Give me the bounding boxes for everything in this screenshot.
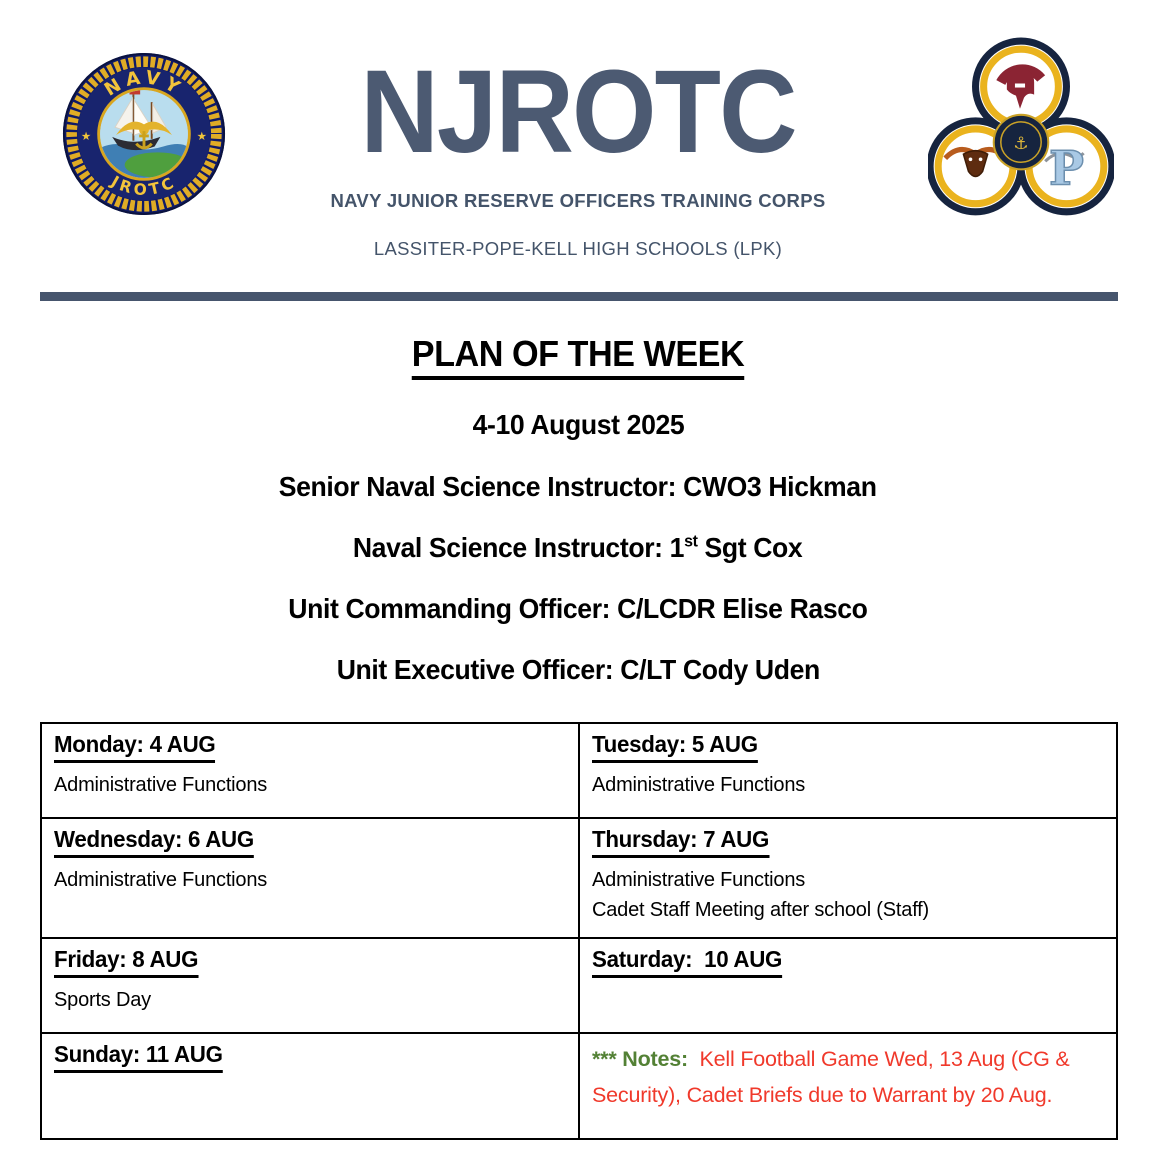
lassiter-circle xyxy=(972,37,1070,136)
staff-line-nsi: Naval Science Instructor: 1st Sgt Cox xyxy=(353,531,803,563)
anchor-icon: ⚓ xyxy=(1013,133,1028,153)
pope-p-letter: P xyxy=(1049,141,1084,196)
day-cell-saturday: Saturday: 10 AUG xyxy=(578,937,1118,1034)
day-activity: Administrative Functions xyxy=(54,868,268,891)
njrotc-seal-icon: NAVY JROTC ★ ★ xyxy=(62,52,226,216)
day-title: Wednesday: 6 AUG xyxy=(54,826,254,858)
notes-text: *** Notes: Kell Football Game Wed, 13 Au… xyxy=(592,1041,1104,1113)
day-cell-wednesday: Wednesday: 6 AUG Administrative Function… xyxy=(40,817,580,939)
ordinal-superscript: st xyxy=(684,531,698,551)
seal-ship-scene xyxy=(100,90,188,178)
table-row: Friday: 8 AUG Sports Day Saturday: 10 AU… xyxy=(40,937,1118,1034)
day-activity: Administrative Functions xyxy=(54,773,268,796)
main-headings: PLAN OF THE WEEK 4-10 August 2025 Senior… xyxy=(0,333,1156,686)
seal-star-left-icon: ★ xyxy=(81,131,91,143)
greyhound-icon xyxy=(1044,152,1085,163)
staff-line-co: Unit Commanding Officer: C/LCDR Elise Ra… xyxy=(288,592,868,624)
day-activity: Cadet Staff Meeting after school (Staff) xyxy=(592,898,930,921)
page-title: PLAN OF THE WEEK xyxy=(411,333,745,381)
njrotc-subtitle: NAVY JUNIOR RESERVE OFFICERS TRAINING CO… xyxy=(330,190,826,211)
day-cell-monday: Monday: 4 AUG Administrative Functions xyxy=(40,722,580,819)
day-title: Saturday: 10 AUG xyxy=(592,946,782,978)
anchor-icon xyxy=(135,131,153,150)
day-cell-sunday: Sunday: 11 AUG xyxy=(40,1032,580,1140)
seal-star-right-icon: ★ xyxy=(197,131,207,143)
day-activity: Administrative Functions xyxy=(592,773,806,796)
seal-rope-ring xyxy=(66,56,222,212)
table-row: Wednesday: 6 AUG Administrative Function… xyxy=(40,817,1118,939)
day-cell-thursday: Thursday: 7 AUG Administrative Functions… xyxy=(578,817,1118,939)
notes-label: *** Notes: xyxy=(592,1047,688,1071)
day-title: Thursday: 7 AUG xyxy=(592,826,769,858)
table-row: Sunday: 11 AUG *** Notes: Kell Football … xyxy=(40,1032,1118,1140)
lpk-trilogo-icon: P ⚓ xyxy=(926,37,1116,216)
ship-flag xyxy=(129,90,141,95)
date-range: 4-10 August 2025 xyxy=(472,409,684,441)
header-divider xyxy=(40,292,1118,301)
day-title: Friday: 8 AUG xyxy=(54,946,198,978)
day-activity: Administrative Functions xyxy=(592,868,806,891)
staff-line-xo: Unit Executive Officer: C/LT Cody Uden xyxy=(336,654,820,686)
day-cell-tuesday: Tuesday: 5 AUG Administrative Functions xyxy=(578,722,1118,819)
notes-cell: *** Notes: Kell Football Game Wed, 13 Au… xyxy=(578,1032,1118,1140)
njrotc-wordmark: NJROTC xyxy=(360,46,797,178)
school-line: LASSITER-POPE-KELL HIGH SCHOOLS (LPK) xyxy=(373,238,783,259)
header-center: NJROTC NAVY JUNIOR RESERVE OFFICERS TRAI… xyxy=(180,46,976,260)
day-activity: Sports Day xyxy=(54,988,151,1011)
day-title: Tuesday: 5 AUG xyxy=(592,731,758,763)
day-cell-friday: Friday: 8 AUG Sports Day xyxy=(40,937,580,1034)
notes-body: Kell Football Game Wed, 13 Aug (CG & Sec… xyxy=(592,1047,1076,1107)
lpk-center-seal-icon: ⚓ xyxy=(992,113,1050,171)
lpk-schools-logo: P ⚓ xyxy=(926,34,1116,232)
day-title: Sunday: 11 AUG xyxy=(54,1041,223,1073)
staff-line-snsi: Senior Naval Science Instructor: CWO3 Hi… xyxy=(279,470,877,502)
njrotc-seal-logo: NAVY JROTC ★ ★ xyxy=(62,52,226,216)
day-title: Monday: 4 AUG xyxy=(54,731,216,763)
trojan-helmet-icon xyxy=(996,64,1046,109)
table-row: Monday: 4 AUG Administrative Functions T… xyxy=(40,722,1118,819)
schedule-table: Monday: 4 AUG Administrative Functions T… xyxy=(40,722,1118,1140)
